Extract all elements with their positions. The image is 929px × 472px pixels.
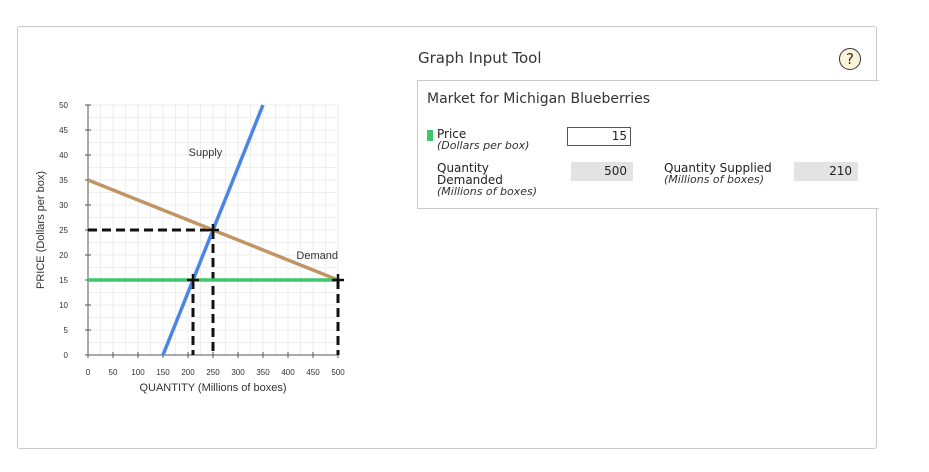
- price-color-swatch: [427, 130, 433, 141]
- panel-title: Market for Michigan Blueberries: [427, 91, 651, 107]
- quantity-supplied-unit: (Millions of boxes): [664, 173, 765, 186]
- quantity-demanded-label-line1: Quantity: [437, 161, 489, 175]
- x-tick-label: 50: [109, 368, 118, 377]
- y-tick-label: 5: [64, 326, 69, 335]
- y-tick-label: 50: [59, 101, 68, 110]
- quantity-supplied-value: 210: [794, 162, 858, 181]
- x-tick-label: 250: [206, 368, 220, 377]
- input-panel: Market for Michigan Blueberries Price (D…: [417, 80, 879, 209]
- y-axis-label: PRICE (Dollars per box): [35, 171, 47, 289]
- quantity-supplied-label: Quantity Supplied: [664, 161, 772, 175]
- y-tick-label: 10: [59, 301, 68, 310]
- x-tick-label: 150: [156, 368, 170, 377]
- x-tick-label: 350: [256, 368, 270, 377]
- quantity-demanded-unit: (Millions of boxes): [437, 185, 538, 198]
- y-tick-label: 40: [59, 151, 68, 160]
- y-tick-label: 15: [59, 276, 68, 285]
- x-tick-label: 300: [231, 368, 245, 377]
- quantity-demanded-label-line2: Demanded: [437, 173, 503, 187]
- help-icon[interactable]: ?: [839, 48, 861, 70]
- x-tick-label: 450: [306, 368, 320, 377]
- quantity-demanded-value: 500: [571, 162, 633, 181]
- tool-title: Graph Input Tool: [418, 49, 542, 67]
- y-tick-label: 35: [59, 176, 68, 185]
- price-label: Price: [437, 127, 467, 141]
- demand-label: Demand: [296, 250, 338, 262]
- x-axis-label: QUANTITY (Millions of boxes): [139, 382, 286, 394]
- supply-label: Supply: [189, 147, 223, 159]
- y-tick-label: 0: [64, 351, 69, 360]
- x-tick-label: 0: [86, 368, 91, 377]
- x-tick-label: 100: [131, 368, 145, 377]
- y-tick-label: 45: [59, 126, 68, 135]
- x-tick-label: 400: [281, 368, 295, 377]
- x-tick-label: 500: [331, 368, 345, 377]
- price-unit: (Dollars per box): [437, 139, 530, 152]
- y-tick-label: 25: [59, 226, 68, 235]
- price-input[interactable]: 15: [567, 127, 631, 146]
- y-tick-label: 20: [59, 251, 68, 260]
- y-tick-label: 30: [59, 201, 68, 210]
- x-tick-label: 200: [181, 368, 195, 377]
